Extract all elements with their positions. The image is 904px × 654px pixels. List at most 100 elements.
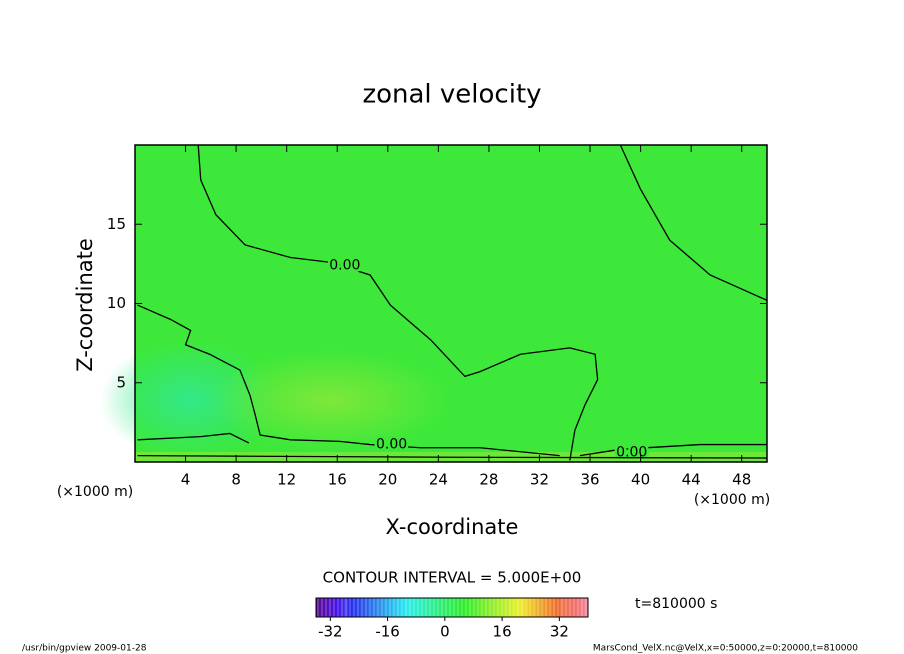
colorbar-swatch	[480, 598, 485, 617]
x-unit: (×1000 m)	[694, 492, 770, 508]
colorbar-swatch	[512, 598, 517, 617]
colorbar-swatch	[576, 598, 581, 617]
x-tick-label: 8	[231, 471, 241, 489]
colorbar-swatch	[580, 598, 585, 617]
colorbar-swatch	[560, 598, 565, 617]
colorbar-swatch	[528, 598, 533, 617]
colorbar-swatch	[532, 598, 537, 617]
x-tick-label: 4	[181, 471, 191, 489]
colorbar-swatch	[420, 598, 425, 617]
colorbar-swatch	[344, 598, 349, 617]
colorbar-swatch	[328, 598, 333, 617]
colorbar-swatch	[544, 598, 549, 617]
x-tick-label: 40	[631, 471, 650, 489]
colorbar-swatch	[452, 598, 457, 617]
colorbar-swatch	[316, 598, 321, 617]
colorbar-swatch	[508, 598, 513, 617]
colorbar-swatch	[336, 598, 341, 617]
x-tick-label: 16	[328, 471, 347, 489]
colorbar-swatch	[440, 598, 445, 617]
colorbar-swatch	[548, 598, 553, 617]
colorbar-tick-label: 32	[550, 623, 569, 641]
colorbar-swatch	[412, 598, 417, 617]
colorbar-swatch	[496, 598, 501, 617]
colorbar-swatch	[376, 598, 381, 617]
colorbar-swatch	[368, 598, 373, 617]
x-tick-label: 28	[479, 471, 498, 489]
colorbar-swatch	[348, 598, 353, 617]
x-tick-label: 20	[378, 471, 397, 489]
contour-line	[137, 455, 768, 459]
x-tick-label: 44	[682, 471, 701, 489]
x-tick-label: 36	[580, 471, 599, 489]
colorbar-swatch	[392, 598, 397, 617]
colorbar-swatch	[500, 598, 505, 617]
time-label: t=810000 s	[635, 596, 717, 612]
contour-line	[137, 304, 560, 457]
x-tick-label: 48	[732, 471, 751, 489]
field-shade	[210, 350, 450, 450]
colorbar-swatch	[456, 598, 461, 617]
colorbar-tick-label: 16	[493, 623, 512, 641]
colorbar-swatch	[524, 598, 529, 617]
colorbar-swatch	[400, 598, 405, 617]
colorbar-swatch	[492, 598, 497, 617]
colorbar-swatch	[396, 598, 401, 617]
x-tick-label: 24	[429, 471, 448, 489]
colorbar-swatch	[488, 598, 493, 617]
y-tick-label: 15	[107, 215, 126, 233]
colorbar-swatch	[388, 598, 393, 617]
footer-right: MarsCond_VelX.nc@VelX,x=0:50000,z=0:2000…	[593, 644, 858, 654]
x-axis-label: X-coordinate	[386, 515, 519, 539]
y-tick-label: 10	[107, 294, 126, 312]
contour-label: 0.00	[376, 437, 407, 453]
field	[100, 145, 767, 462]
contour-line	[137, 432, 250, 444]
colorbar-swatch	[320, 598, 325, 617]
colorbar-swatch	[416, 598, 421, 617]
colorbar-swatch	[360, 598, 365, 617]
colorbar-swatch	[340, 598, 345, 617]
colorbar-swatch	[572, 598, 577, 617]
colorbar-swatch	[472, 598, 477, 617]
colorbar-swatch	[356, 598, 361, 617]
colorbar-swatch	[564, 598, 569, 617]
colorbar-title: CONTOUR INTERVAL = 5.000E+00	[323, 569, 582, 587]
colorbar-swatch	[568, 598, 573, 617]
colorbar-swatch	[536, 598, 541, 617]
colorbar-swatch	[464, 598, 469, 617]
colorbar-swatch	[432, 598, 437, 617]
colorbar-swatch	[428, 598, 433, 617]
colorbar-swatch	[476, 598, 481, 617]
colorbar-swatch	[424, 598, 429, 617]
colorbar-swatch	[468, 598, 473, 617]
colorbar-swatch	[380, 598, 385, 617]
contour-line	[619, 144, 768, 301]
y-axis-label: Z-coordinate	[73, 238, 97, 372]
x-tick-label: 32	[530, 471, 549, 489]
x-tick-label: 12	[277, 471, 296, 489]
y-tick-label: 5	[116, 373, 126, 391]
colorbar-swatch	[448, 598, 453, 617]
colorbar-swatch	[520, 598, 525, 617]
contour-line	[197, 144, 599, 461]
chart-title: zonal velocity	[362, 80, 541, 110]
footer-left: /usr/bin/gpview 2009-01-28	[22, 644, 147, 654]
colorbar-swatch	[556, 598, 561, 617]
colorbar-swatch	[404, 598, 409, 617]
colorbar-tick-label: -32	[318, 623, 343, 641]
colorbar-swatch	[444, 598, 449, 617]
colorbar-tick-label: -16	[375, 623, 400, 641]
colorbar-swatch	[540, 598, 545, 617]
x-unit: (×1000 m)	[57, 484, 133, 500]
colorbar-swatch	[408, 598, 413, 617]
colorbar-swatch	[584, 598, 589, 617]
colorbar-swatch	[552, 598, 557, 617]
colorbar-tick-label: 0	[440, 623, 450, 641]
colorbar-swatch	[324, 598, 329, 617]
colorbar-swatch	[384, 598, 389, 617]
contour-label: 0.00	[329, 257, 360, 273]
colorbar-swatch	[504, 598, 509, 617]
colorbar-swatch	[352, 598, 357, 617]
